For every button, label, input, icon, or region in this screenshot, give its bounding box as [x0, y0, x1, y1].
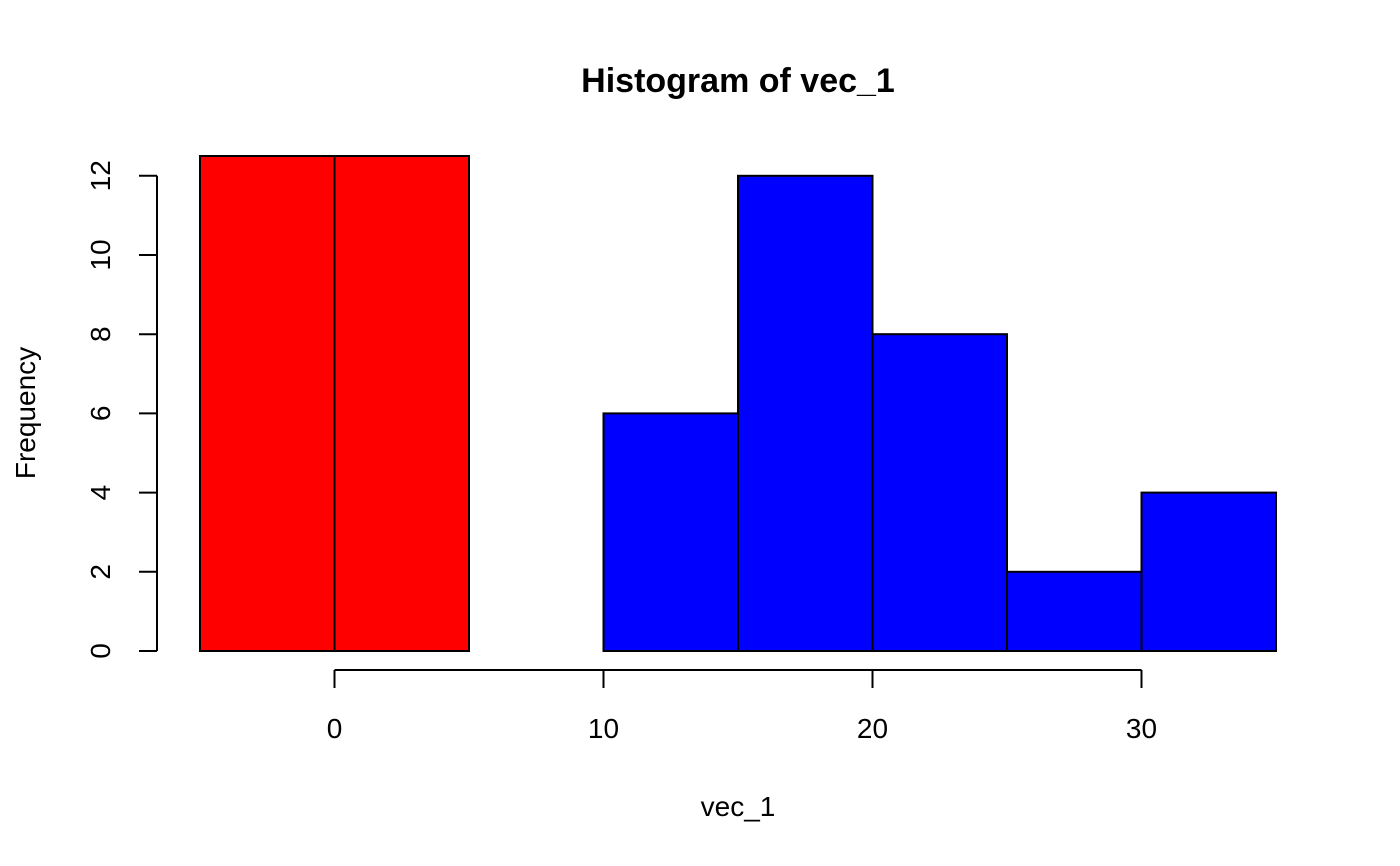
y-tick-label-4: 4 — [85, 485, 116, 501]
bars-group — [199, 155, 1277, 653]
y-tick-label-10: 10 — [85, 239, 116, 270]
y-tick-label-6: 6 — [85, 406, 116, 422]
x-tick-label-30: 30 — [1126, 713, 1157, 744]
y-tick-label-0: 0 — [85, 643, 116, 659]
x-tick-label-0: 0 — [327, 713, 343, 744]
chart-title: Histogram of vec_1 — [581, 62, 895, 100]
histogram-bar-3 — [602, 412, 739, 652]
x-tick-label-20: 20 — [857, 713, 888, 744]
y-axis-label: Frequency — [10, 347, 41, 479]
histogram-bar-1 — [333, 155, 470, 652]
y-tick-label-2: 2 — [85, 564, 116, 580]
histogram-bar-6 — [1006, 570, 1143, 652]
y-axis: 0 2 4 6 8 10 12 — [85, 160, 158, 659]
y-tick-label-12: 12 — [85, 160, 116, 191]
y-tick-label-8: 8 — [85, 326, 116, 342]
histogram-bar-5 — [871, 333, 1008, 652]
x-tick-label-10: 10 — [588, 713, 619, 744]
x-axis: 0 10 20 30 — [327, 669, 1157, 744]
histogram-bar-0 — [199, 155, 336, 652]
histogram-bar-4 — [737, 174, 874, 653]
x-axis-label: vec_1 — [701, 791, 776, 822]
histogram-bar-7 — [1140, 491, 1277, 652]
